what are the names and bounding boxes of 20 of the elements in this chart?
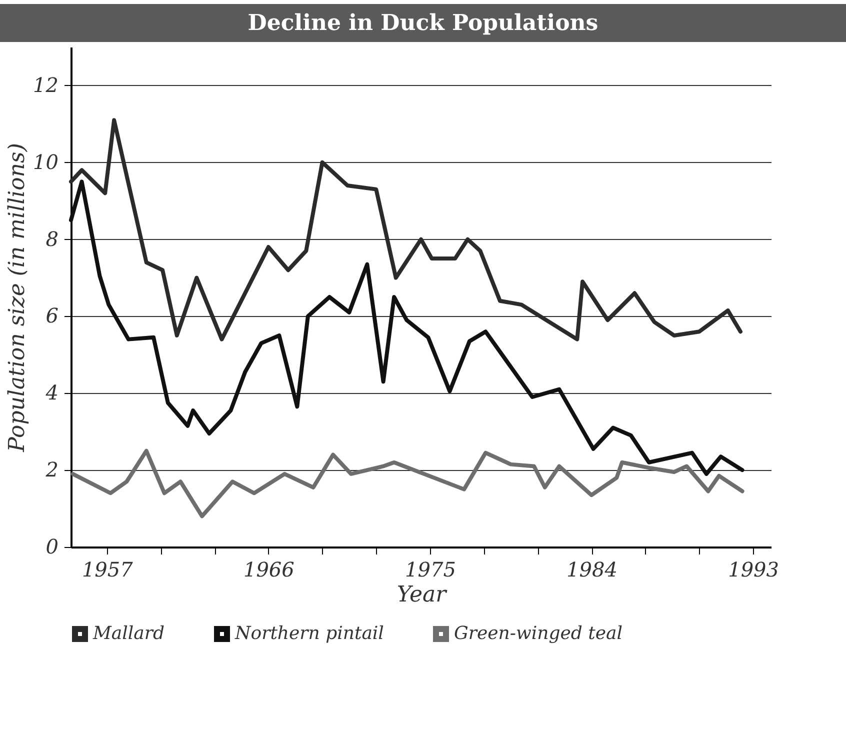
x-tick-label: 1957 (82, 558, 134, 582)
x-tick-label: 1993 (728, 558, 780, 582)
y-tick-label: 4 (44, 380, 58, 405)
y-tick-label: 8 (46, 226, 58, 251)
x-tick-label: 1984 (566, 558, 618, 582)
legend-label: Northern pintail (234, 623, 384, 644)
y-tick-label: 2 (44, 458, 58, 482)
y-tick-label: 6 (46, 304, 59, 328)
x-axis-title: Year (396, 582, 448, 608)
line-series (70, 448, 744, 518)
legend-label: Green-winged teal (454, 623, 623, 644)
legend-label: Mallard (92, 623, 165, 644)
y-tick-label: 12 (33, 72, 58, 97)
x-tick-label: 1975 (405, 558, 456, 582)
y-tick-label: 10 (33, 150, 59, 174)
line-series (69, 180, 744, 476)
y-axis-title: Population size (in millions) (5, 143, 30, 453)
y-tick-label: 0 (46, 534, 59, 558)
x-tick-label: 1966 (243, 558, 295, 582)
chart-title: Decline in Duck Populations (0, 4, 846, 42)
